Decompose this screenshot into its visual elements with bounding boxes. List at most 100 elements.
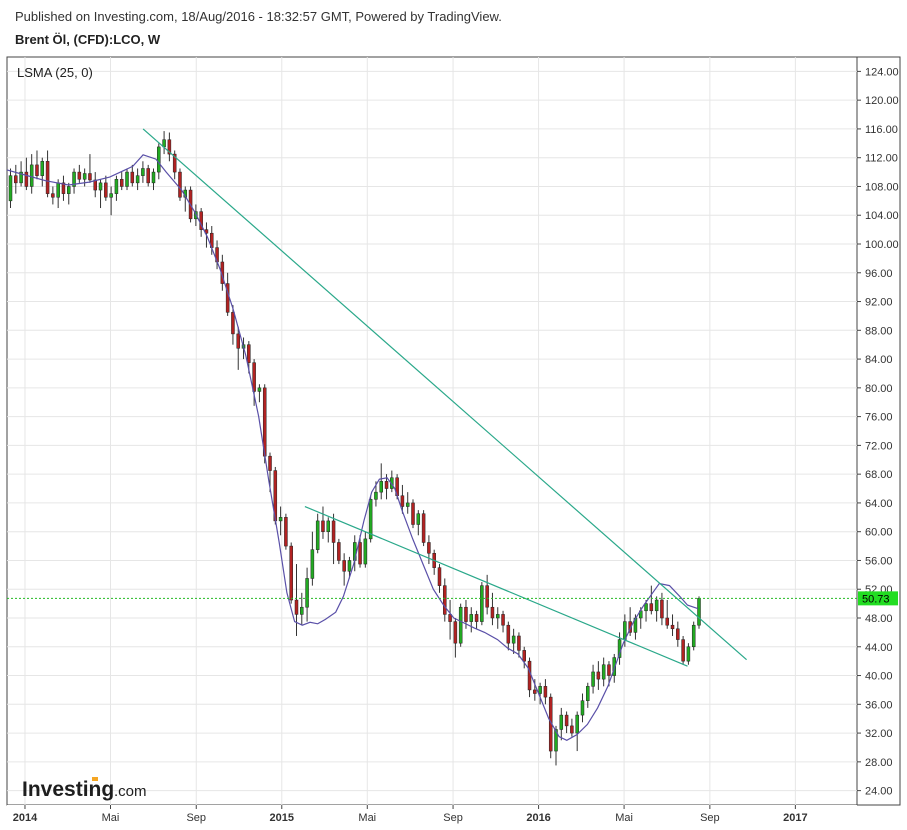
x-axis-frame: [7, 805, 857, 826]
candle-body-down: [649, 603, 654, 612]
candle-body-down: [289, 545, 293, 601]
candle-body-down: [596, 671, 601, 680]
trend-line: [304, 505, 688, 667]
candle: [130, 164, 135, 187]
candle-body-down: [517, 635, 521, 651]
candle: [358, 535, 362, 568]
y-tick-label: 56.00: [865, 555, 893, 567]
x-tick-label: 2016: [526, 812, 550, 824]
candlestick-series[interactable]: [8, 131, 701, 766]
candle: [310, 531, 315, 586]
candle: [321, 506, 325, 539]
candle-body-down: [570, 725, 574, 734]
candle-body-up: [300, 606, 304, 615]
y-tick-label: 64.00: [865, 498, 893, 510]
candle: [458, 603, 463, 647]
candle: [411, 499, 415, 529]
candle-body-down: [400, 495, 405, 507]
candle: [45, 150, 50, 198]
candle: [93, 172, 97, 198]
last-price-badge: [858, 591, 898, 606]
x-axis: 2014 Mai Sep 2015 Mai Sep 2016 Mai Sep 2017: [13, 805, 808, 824]
candle-body-down: [172, 153, 177, 173]
candle-body-down: [284, 517, 288, 547]
candle: [305, 567, 309, 622]
candle-body-up: [379, 481, 383, 493]
candle-body-down: [178, 171, 182, 198]
candle: [601, 657, 606, 687]
candle: [527, 657, 532, 698]
candle: [649, 585, 654, 615]
indicator-label[interactable]: LSMA (25, 0): [17, 65, 93, 80]
candle: [564, 711, 569, 734]
candle: [665, 600, 669, 629]
candle: [485, 574, 489, 615]
candle-body-up: [135, 175, 140, 184]
trend-line: [142, 128, 747, 661]
candle: [570, 718, 574, 737]
y-tick-label: 36.00: [865, 699, 893, 711]
y-axis-frame: [856, 56, 901, 806]
candle: [575, 711, 579, 752]
candle-body-down: [35, 164, 39, 176]
candle: [363, 531, 368, 568]
candle: [29, 154, 34, 194]
candle-body-down: [660, 599, 664, 619]
candle-body-down: [681, 639, 685, 662]
candle: [437, 564, 442, 593]
candle: [157, 143, 161, 180]
candle: [543, 679, 548, 705]
candle-body-up: [29, 164, 34, 187]
candle: [35, 150, 39, 180]
candle-body-up: [368, 499, 373, 540]
candle-body-up: [697, 598, 701, 626]
overlay-lines[interactable]: 50.73: [6, 128, 898, 741]
candle: [61, 175, 66, 201]
candle: [146, 164, 150, 187]
candle: [24, 157, 29, 191]
logo-domain: .com: [114, 783, 147, 800]
candle-body-down: [676, 628, 680, 640]
candle: [114, 175, 119, 201]
candle-body-down: [522, 650, 526, 662]
candle-body-down: [448, 614, 452, 622]
candle: [511, 628, 516, 654]
y-axis: 24.0028.0032.0036.0040.0044.0048.0052.00…: [857, 66, 899, 798]
candle-body-down: [437, 567, 442, 586]
candle-body-down: [268, 455, 272, 471]
candle-body-down: [294, 599, 299, 615]
candle-body-up: [98, 182, 103, 191]
y-tick-label: 84.00: [865, 354, 893, 366]
y-tick-label: 116.00: [865, 124, 898, 136]
candle: [670, 614, 675, 636]
candle-body-up: [40, 161, 45, 176]
candle: [448, 600, 452, 640]
candle-body-down: [670, 624, 675, 630]
candle-body-up: [458, 606, 463, 644]
y-tick-label: 60.00: [865, 527, 893, 539]
candle: [67, 182, 71, 205]
candle: [580, 693, 585, 723]
candle: [432, 549, 436, 575]
candle-body-down: [24, 171, 29, 187]
candle-body-down: [247, 344, 251, 363]
candle: [104, 175, 108, 201]
logo-accent-mark: [92, 777, 98, 781]
candle: [315, 513, 320, 554]
candle-body-up: [480, 585, 484, 622]
candle-body-down: [411, 502, 415, 525]
candle-body-up: [405, 502, 410, 507]
candle-body-up: [278, 517, 283, 522]
candle-body-up: [654, 599, 659, 612]
candle-body-down: [146, 168, 150, 184]
published-caption: Published on Investing.com, 18/Aug/2016 …: [15, 9, 502, 24]
candle-body-down: [342, 560, 346, 572]
candle: [421, 510, 426, 547]
candle-body-up: [305, 578, 309, 608]
candle: [172, 150, 177, 180]
candle: [501, 610, 505, 633]
candle: [98, 179, 103, 209]
y-tick-label: 120.00: [865, 95, 899, 107]
candle-body-up: [511, 635, 516, 644]
